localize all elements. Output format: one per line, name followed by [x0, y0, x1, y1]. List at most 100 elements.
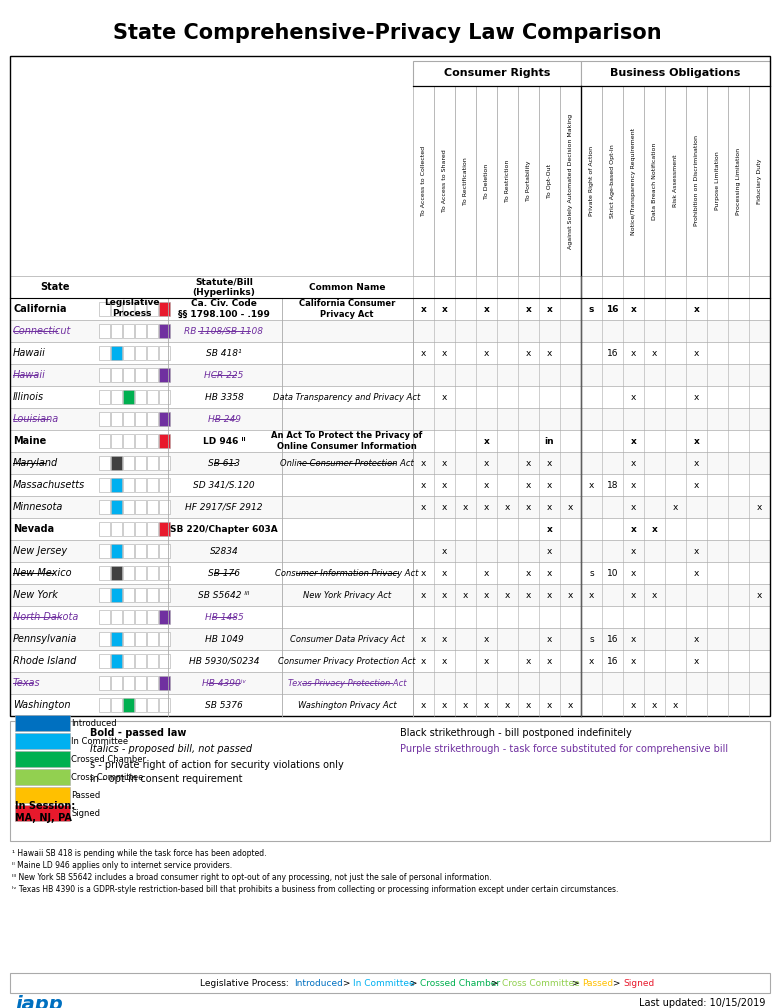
- Bar: [10, 496, 770, 518]
- Text: x: x: [546, 524, 553, 533]
- Bar: [10, 562, 770, 584]
- Text: HCR 225: HCR 225: [205, 371, 243, 379]
- Text: x: x: [442, 546, 447, 555]
- Text: x: x: [694, 349, 699, 358]
- Text: x: x: [694, 656, 699, 665]
- Text: Risk Assessment: Risk Assessment: [673, 154, 678, 208]
- Text: Statute/Bill
(Hyperlinks): Statute/Bill (Hyperlinks): [192, 277, 256, 296]
- Text: x: x: [525, 591, 531, 600]
- Text: Nevada: Nevada: [13, 524, 54, 534]
- Bar: [99, 500, 110, 514]
- Text: x: x: [547, 503, 552, 511]
- Text: HB 4390ⁱᵛ: HB 4390ⁱᵛ: [202, 678, 246, 687]
- Text: North Dakota: North Dakota: [13, 612, 78, 622]
- Text: Strict Age-based Opt-In: Strict Age-based Opt-In: [610, 144, 615, 218]
- Bar: [159, 390, 170, 404]
- Text: 16: 16: [607, 656, 618, 665]
- Bar: [15, 733, 70, 749]
- Bar: [10, 540, 770, 562]
- Text: x: x: [631, 481, 636, 490]
- Bar: [123, 522, 134, 536]
- Bar: [686, 86, 707, 276]
- Text: s: s: [589, 304, 594, 313]
- Text: x: x: [421, 503, 426, 511]
- Text: x: x: [673, 701, 678, 710]
- Bar: [123, 390, 134, 404]
- Text: To Deletion: To Deletion: [484, 163, 489, 199]
- Text: x: x: [484, 591, 489, 600]
- Bar: [99, 676, 110, 690]
- Text: State: State: [40, 282, 70, 292]
- Text: x: x: [631, 524, 636, 533]
- Text: Signed: Signed: [71, 808, 100, 817]
- Bar: [147, 588, 158, 602]
- Bar: [147, 302, 158, 316]
- Bar: [111, 434, 122, 448]
- Text: in - opt-in consent requirement: in - opt-in consent requirement: [90, 774, 243, 784]
- Text: To Opt-Out: To Opt-Out: [547, 164, 552, 198]
- Bar: [147, 456, 158, 470]
- Bar: [135, 434, 146, 448]
- Text: x: x: [505, 591, 510, 600]
- Bar: [159, 302, 170, 316]
- Text: 10: 10: [607, 569, 618, 578]
- Text: x: x: [421, 459, 426, 468]
- Text: Washington Privacy Act: Washington Privacy Act: [298, 701, 396, 710]
- Text: Cross Committee: Cross Committee: [71, 772, 143, 781]
- Text: s: s: [589, 634, 594, 643]
- Text: x: x: [757, 591, 762, 600]
- Bar: [15, 805, 70, 821]
- Text: >: >: [488, 979, 501, 988]
- Text: x: x: [631, 436, 636, 446]
- Bar: [581, 61, 770, 86]
- Text: To Access to Shared: To Access to Shared: [442, 149, 447, 213]
- Text: x: x: [694, 459, 699, 468]
- Bar: [123, 368, 134, 382]
- Text: x: x: [652, 349, 657, 358]
- Text: x: x: [547, 701, 552, 710]
- Bar: [135, 478, 146, 492]
- Text: Maryland: Maryland: [13, 458, 58, 468]
- Text: x: x: [694, 569, 699, 578]
- Text: x: x: [631, 503, 636, 511]
- Bar: [159, 522, 170, 536]
- Text: x: x: [525, 656, 531, 665]
- Bar: [111, 566, 122, 580]
- Bar: [159, 434, 170, 448]
- Text: An Act To Protect the Privacy of
Online Consumer Information: An Act To Protect the Privacy of Online …: [271, 431, 422, 451]
- Text: x: x: [631, 569, 636, 578]
- Text: x: x: [547, 591, 552, 600]
- Text: iapp: iapp: [15, 996, 63, 1008]
- Bar: [602, 86, 623, 276]
- Text: x: x: [442, 304, 447, 313]
- Bar: [111, 676, 122, 690]
- Bar: [135, 412, 146, 426]
- Text: >: >: [609, 979, 623, 988]
- Text: Consumer Data Privacy Act: Consumer Data Privacy Act: [290, 634, 405, 643]
- Bar: [147, 346, 158, 360]
- Text: x: x: [505, 701, 510, 710]
- Text: x: x: [421, 701, 426, 710]
- Bar: [539, 86, 560, 276]
- Text: x: x: [694, 436, 699, 446]
- Text: x: x: [589, 656, 594, 665]
- Text: x: x: [631, 349, 636, 358]
- Text: x: x: [463, 503, 468, 511]
- Text: x: x: [463, 591, 468, 600]
- Bar: [123, 346, 134, 360]
- Text: New Jersey: New Jersey: [13, 546, 67, 556]
- Text: x: x: [568, 591, 573, 600]
- Bar: [99, 588, 110, 602]
- Bar: [10, 430, 770, 452]
- Text: x: x: [421, 349, 426, 358]
- Bar: [159, 500, 170, 514]
- Bar: [123, 698, 134, 712]
- Bar: [413, 61, 581, 86]
- Text: Connecticut: Connecticut: [13, 326, 71, 336]
- Bar: [749, 86, 770, 276]
- Text: HB 3358: HB 3358: [205, 392, 243, 401]
- Bar: [123, 544, 134, 558]
- Text: Fiduciary Duty: Fiduciary Duty: [757, 158, 762, 204]
- Text: x: x: [694, 546, 699, 555]
- Bar: [99, 544, 110, 558]
